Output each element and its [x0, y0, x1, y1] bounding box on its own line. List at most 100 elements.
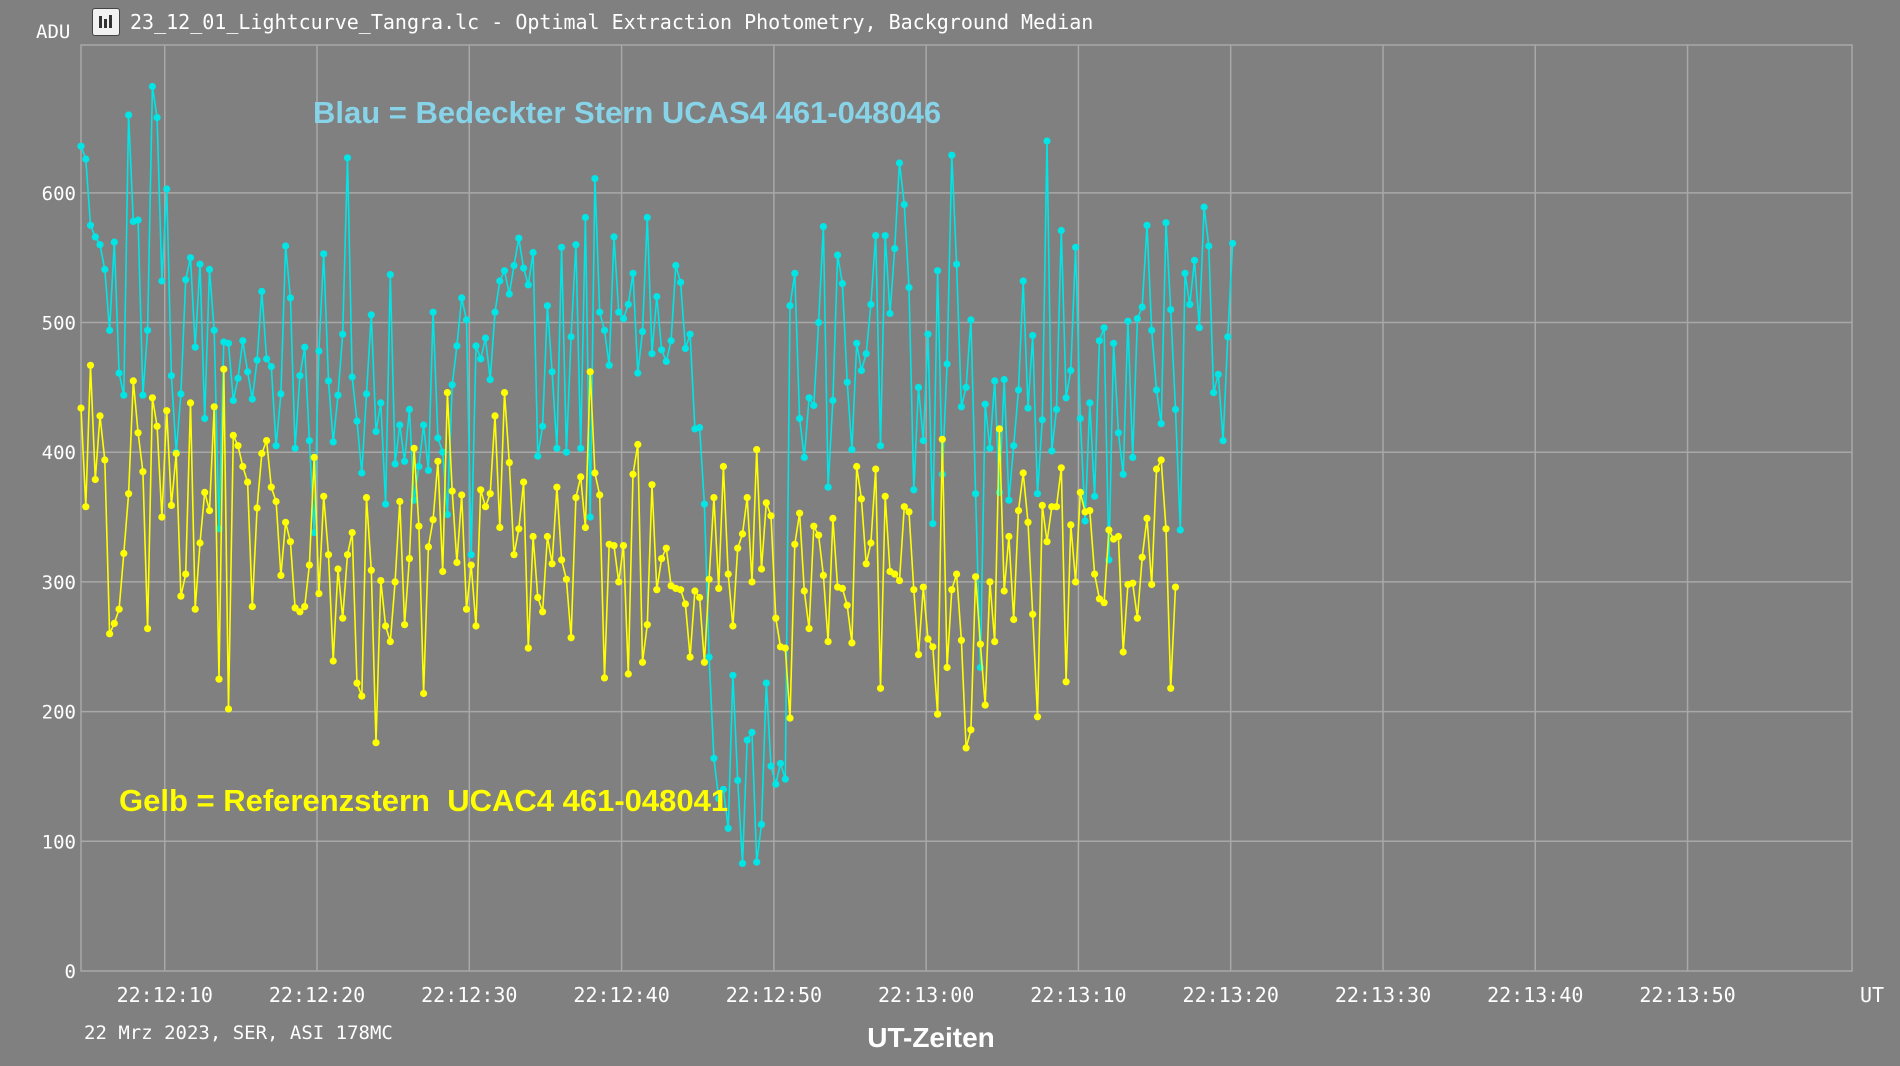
data-point	[1014, 507, 1023, 515]
data-point	[224, 339, 233, 347]
data-point	[205, 265, 214, 273]
data-point	[1086, 399, 1094, 407]
data-point	[1000, 376, 1008, 384]
data-point	[101, 456, 109, 464]
data-point	[448, 487, 456, 495]
data-point	[815, 531, 823, 539]
data-point	[943, 360, 951, 368]
data-point	[182, 276, 190, 284]
data-point	[367, 311, 375, 319]
data-point	[191, 343, 199, 351]
data-point	[1210, 389, 1218, 397]
data-point	[962, 383, 970, 391]
data-point	[1005, 496, 1013, 504]
data-point	[591, 469, 599, 477]
data-point	[448, 381, 456, 389]
data-point	[415, 522, 423, 530]
data-point	[186, 254, 195, 262]
data-point	[753, 446, 761, 454]
data-point	[324, 551, 333, 559]
data-point	[953, 570, 961, 578]
data-point	[1072, 243, 1080, 251]
data-point	[1005, 532, 1013, 541]
y-tick-label: 300	[42, 572, 76, 594]
data-point	[986, 578, 994, 586]
data-point	[77, 404, 85, 412]
data-point	[239, 337, 247, 345]
data-point	[367, 566, 375, 574]
data-point	[267, 363, 275, 371]
data-point	[767, 512, 775, 520]
legend-blue-series: Blau = Bedeckter Stern UCAS4 461-048046	[313, 95, 942, 130]
data-point	[672, 261, 680, 270]
data-point	[562, 575, 571, 583]
data-point	[339, 330, 347, 338]
data-point	[1181, 269, 1189, 277]
data-point	[943, 663, 951, 672]
data-point	[434, 457, 442, 465]
data-point	[1176, 526, 1184, 534]
data-point	[486, 490, 494, 498]
data-point	[719, 785, 728, 794]
data-point	[919, 437, 927, 445]
data-point	[382, 500, 390, 508]
data-point	[1171, 405, 1180, 413]
data-point	[86, 221, 95, 229]
data-point	[629, 470, 637, 478]
series-line	[80, 364, 1177, 749]
data-point	[558, 243, 566, 251]
data-point	[1110, 339, 1118, 347]
data-point	[1157, 420, 1165, 428]
data-point	[163, 407, 171, 415]
data-point	[201, 414, 209, 423]
data-point	[286, 294, 294, 302]
data-point	[253, 504, 261, 512]
data-point	[1162, 525, 1170, 533]
data-point	[843, 601, 851, 609]
data-point	[924, 635, 932, 643]
data-point	[900, 200, 908, 209]
data-point	[934, 710, 942, 718]
data-point	[805, 394, 813, 402]
data-point	[967, 726, 975, 734]
data-point	[396, 421, 404, 429]
data-point	[115, 369, 123, 377]
data-point	[738, 530, 747, 538]
data-point	[534, 593, 542, 602]
x-axis-unit-label: UT	[1860, 983, 1884, 1007]
data-point	[876, 684, 885, 692]
data-point	[995, 425, 1004, 433]
data-point	[458, 491, 466, 499]
data-point	[415, 462, 423, 471]
data-point	[472, 622, 480, 630]
data-point	[981, 400, 989, 408]
x-tick-label: 22:13:30	[1335, 983, 1431, 1007]
data-point	[848, 446, 856, 454]
data-point	[577, 473, 585, 481]
data-point	[634, 440, 642, 449]
window-title: 23_12_01_Lightcurve_Tangra.lc - Optimal …	[130, 10, 1094, 34]
data-point	[144, 326, 152, 334]
data-point	[362, 390, 371, 398]
y-tick-label: 200	[42, 702, 76, 724]
data-point	[829, 514, 837, 523]
data-point	[329, 657, 337, 665]
window-title-bar: 23_12_01_Lightcurve_Tangra.lc - Optimal …	[92, 8, 1093, 36]
data-point	[467, 561, 475, 569]
data-point	[1157, 456, 1165, 464]
data-point	[524, 281, 532, 289]
data-point	[553, 444, 561, 452]
data-point	[305, 437, 313, 445]
series-blue	[77, 82, 1237, 868]
tangra-app-icon[interactable]	[92, 8, 120, 36]
data-point	[838, 280, 847, 288]
data-point	[386, 638, 394, 646]
data-point	[1105, 526, 1113, 534]
data-point	[762, 499, 770, 507]
data-point	[396, 497, 404, 506]
data-point	[148, 394, 156, 402]
x-tick-label: 22:12:30	[421, 983, 517, 1007]
data-point	[638, 658, 647, 666]
data-point	[934, 267, 942, 275]
data-point	[1052, 405, 1061, 413]
